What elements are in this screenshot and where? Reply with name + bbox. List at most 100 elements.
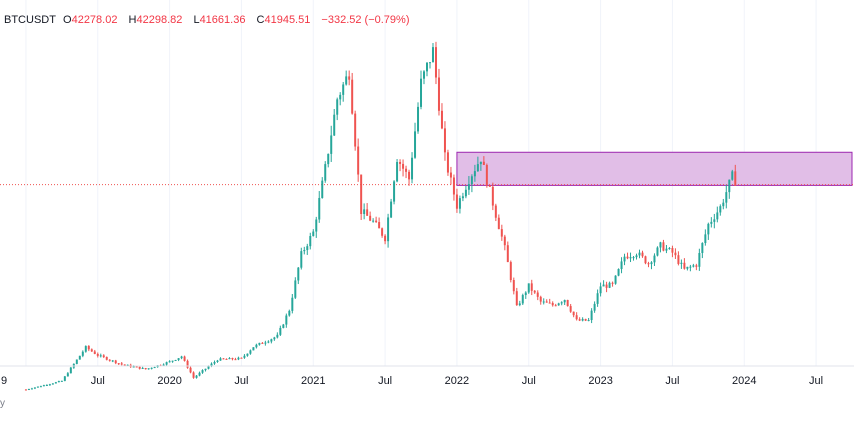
- candle-body: [45, 385, 48, 387]
- candle-body: [458, 198, 461, 209]
- candle: [342, 81, 345, 102]
- candle-body: [357, 146, 360, 175]
- candle: [147, 368, 150, 370]
- candle-body: [518, 303, 521, 306]
- candle: [60, 380, 63, 382]
- symbol-label[interactable]: BTCUSDT: [4, 14, 56, 26]
- candle-body: [686, 266, 689, 269]
- candle-body: [581, 318, 584, 321]
- candle-body: [147, 368, 150, 370]
- candle: [363, 203, 366, 220]
- candle: [572, 311, 575, 318]
- candle: [357, 138, 360, 182]
- candle: [617, 268, 620, 277]
- candle-body: [689, 266, 692, 268]
- candle: [467, 176, 470, 195]
- candle: [701, 242, 704, 259]
- candle: [426, 61, 428, 77]
- candle: [635, 253, 638, 260]
- candle: [222, 358, 225, 360]
- candle: [369, 211, 372, 222]
- candle: [452, 174, 455, 201]
- candle: [297, 267, 300, 285]
- candle-body: [360, 174, 363, 215]
- candle: [36, 386, 39, 388]
- candle: [318, 191, 321, 223]
- candle: [243, 354, 246, 359]
- candle-body: [39, 386, 42, 388]
- candle-body: [548, 302, 551, 304]
- bottom-label: y: [0, 398, 5, 409]
- candle-body: [210, 363, 213, 367]
- candle: [291, 293, 294, 314]
- candle: [464, 185, 467, 199]
- candle-body: [141, 368, 144, 370]
- candle-body: [300, 251, 303, 268]
- candle: [551, 301, 554, 307]
- candle: [360, 174, 363, 220]
- candle: [689, 264, 692, 272]
- candle-body: [315, 219, 318, 232]
- candle: [414, 122, 417, 159]
- candle: [653, 253, 656, 266]
- candle: [225, 358, 228, 360]
- candle: [479, 161, 482, 171]
- candle-body: [393, 181, 396, 202]
- candle-body: [722, 202, 725, 207]
- candle-body: [734, 171, 737, 186]
- candle: [258, 342, 261, 346]
- candle-body: [470, 176, 473, 185]
- candle: [306, 243, 309, 255]
- candle-body: [446, 152, 449, 173]
- candle-body: [521, 295, 524, 304]
- candle: [488, 185, 491, 187]
- candle: [713, 213, 716, 229]
- candle-body: [428, 62, 431, 64]
- candle: [24, 389, 27, 391]
- candle-body: [108, 359, 111, 361]
- candle: [276, 332, 279, 339]
- candle-body: [728, 179, 731, 193]
- candle-body: [318, 197, 321, 220]
- close-value: 41945.51: [264, 14, 311, 26]
- candle-body: [399, 161, 402, 164]
- candle-body: [426, 62, 428, 72]
- candle-body: [87, 346, 90, 350]
- candle-body: [704, 234, 707, 244]
- candle: [719, 204, 722, 216]
- resistance-zone-layer: [0, 151, 854, 186]
- candle-body: [464, 189, 467, 197]
- candle: [647, 261, 650, 268]
- candle-body: [527, 283, 530, 293]
- candle-body: [279, 327, 282, 335]
- candle-body: [500, 229, 503, 237]
- candle: [440, 103, 443, 130]
- candle-body: [417, 106, 420, 132]
- candle: [542, 298, 545, 305]
- candle: [240, 357, 243, 359]
- candle-body: [509, 262, 512, 281]
- candle: [581, 317, 584, 322]
- candle: [668, 247, 671, 250]
- candle-body: [255, 344, 258, 348]
- candle-body: [132, 366, 135, 368]
- candle-body: [51, 383, 54, 385]
- candle-body: [135, 366, 138, 368]
- candle-body: [78, 355, 81, 360]
- candle-body: [327, 153, 330, 165]
- candle: [695, 263, 698, 271]
- candle: [677, 251, 680, 266]
- candle: [348, 70, 351, 86]
- candle: [228, 357, 231, 360]
- candle: [557, 302, 560, 306]
- candle: [192, 371, 195, 379]
- candle-body: [123, 364, 126, 366]
- candle: [665, 244, 668, 254]
- candle-body: [455, 194, 458, 209]
- candle: [411, 152, 414, 184]
- candle: [587, 317, 590, 322]
- candle: [105, 356, 108, 361]
- candle-body: [725, 192, 728, 203]
